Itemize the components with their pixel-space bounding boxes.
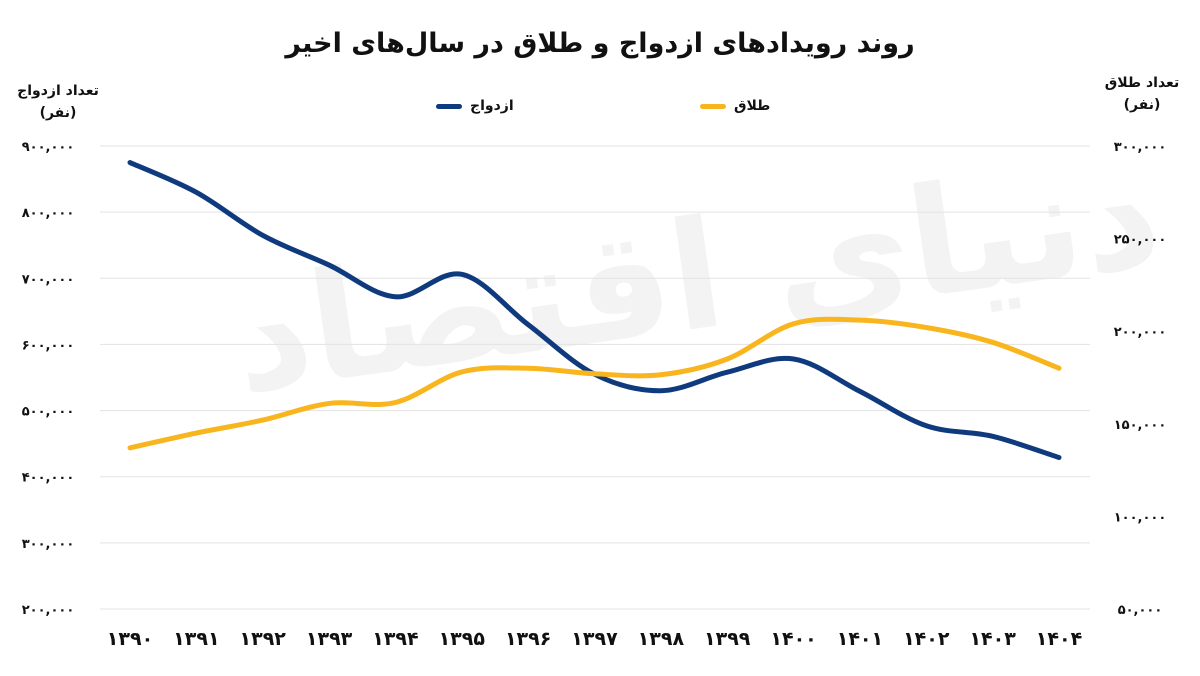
legend-item-marriage: ازدواج (436, 96, 514, 116)
x-tick-label: ۱۴۰۱ (837, 628, 883, 650)
y-axis-right-title: تعداد طلاق (نفر) (1104, 75, 1180, 113)
x-tick-label: ۱۳۹۱ (173, 628, 219, 650)
y-right-tick-label: ۵۰,۰۰۰ (1118, 603, 1163, 618)
x-tick-label: ۱۳۹۳ (306, 628, 353, 650)
y-right-tick-label: ۱۵۰,۰۰۰ (1114, 418, 1167, 433)
y-left-tick-label: ۸۰۰,۰۰۰ (22, 206, 75, 221)
legend-label-marriage: ازدواج (470, 98, 514, 114)
y-right-tick-label: ۲۰۰,۰۰۰ (1114, 325, 1167, 340)
x-tick-label: ۱۳۹۰ (107, 628, 153, 650)
legend-label-divorce: طلاق (734, 98, 771, 114)
x-tick-label: ۱۴۰۰ (770, 628, 816, 650)
x-tick-label: ۱۳۹۴ (372, 628, 418, 650)
series-line-marriage (127, 160, 1062, 461)
y-left-tick-label: ۲۰۰,۰۰۰ (22, 603, 75, 618)
x-tick-label: ۱۴۰۳ (969, 628, 1016, 650)
y-right-tick-label: ۲۵۰,۰۰۰ (1114, 233, 1167, 248)
y-right-tick-label: ۱۰۰,۰۰۰ (1114, 510, 1167, 525)
x-tick-label: ۱۳۹۵ (439, 628, 486, 650)
x-tick-label: ۱۳۹۶ (505, 628, 551, 650)
x-tick-label: ۱۳۹۹ (704, 628, 751, 650)
legend-item-divorce: طلاق (700, 96, 770, 116)
y-left-tick-label: ۵۰۰,۰۰۰ (22, 405, 75, 420)
y-axis-left-title: تعداد ازدواج (نفر) (17, 83, 99, 121)
y-left-tick-label: ۹۰۰,۰۰۰ (22, 140, 75, 155)
y-right-tick-label: ۳۰۰,۰۰۰ (1114, 140, 1167, 155)
x-tick-label: ۱۳۹۷ (571, 628, 618, 650)
x-tick-label: ۱۳۹۸ (638, 628, 685, 650)
x-tick-label: ۱۴۰۴ (1036, 628, 1082, 650)
x-tick-label: ۱۴۰۲ (903, 628, 950, 650)
chart-title: روند رویدادهای ازدواج و طلاق در سال‌های … (285, 28, 915, 59)
legend-swatch-divorce (700, 103, 726, 109)
series-line-divorce (127, 316, 1062, 451)
y-left-tick-label: ۴۰۰,۰۰۰ (22, 471, 75, 486)
x-tick-label: ۱۳۹۲ (240, 628, 287, 650)
y-left-tick-label: ۷۰۰,۰۰۰ (22, 272, 75, 287)
y-left-tick-label: ۳۰۰,۰۰۰ (22, 537, 75, 552)
y-left-tick-label: ۶۰۰,۰۰۰ (22, 338, 75, 353)
legend-swatch-marriage (436, 103, 462, 109)
